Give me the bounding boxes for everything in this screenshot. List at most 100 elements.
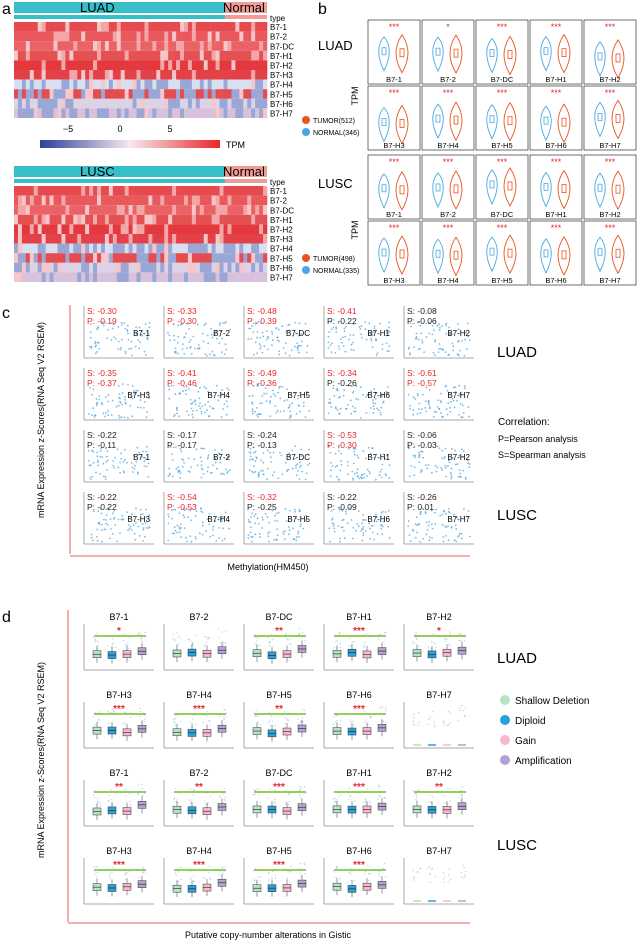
scatter-point: [464, 387, 466, 390]
heatmap-cell: [187, 272, 193, 282]
heatmap-cell: [152, 243, 157, 254]
scatter-point: [445, 526, 448, 528]
heatmap-cell: [136, 22, 141, 32]
scatter-point: [290, 349, 293, 351]
outlier-point: [333, 716, 335, 718]
heatmap-cell: [89, 234, 94, 244]
outlier-point: [428, 718, 430, 720]
scatter-point: [454, 449, 456, 452]
lusc-normal-bar: [225, 166, 267, 177]
outlier-point: [434, 643, 436, 645]
outlier-point: [285, 803, 287, 805]
heatmap-cell: [219, 79, 224, 90]
scatter-point: [256, 517, 259, 520]
heatmap-cell: [247, 108, 252, 118]
scatter-point: [212, 525, 215, 528]
heatmap-cell: [176, 22, 181, 32]
spearman-value: S: -0.33: [167, 306, 197, 316]
heatmap-cell: [227, 41, 232, 51]
heatmap-cell: [128, 50, 133, 61]
heatmap-cell: [69, 243, 74, 254]
violin-subplot: [367, 19, 421, 85]
scatter-point: [250, 535, 253, 538]
heatmap-cell: [160, 98, 165, 109]
heatmap-cell: [120, 50, 125, 61]
heatmap-cell: [45, 214, 50, 225]
scatter-point: [168, 467, 171, 470]
heatmap-cell: [191, 205, 197, 215]
heatmap-cell: [33, 224, 39, 234]
pearson-value: P: 0.01: [407, 502, 434, 512]
spearman-value: S: -0.17: [167, 430, 197, 440]
heatmap-cell: [45, 108, 50, 118]
scatter-point: [200, 476, 203, 479]
violin-subplot: [529, 19, 583, 85]
scatter-point: [368, 522, 371, 525]
scatter-point: [388, 477, 391, 479]
scatter-point: [223, 537, 226, 540]
outlier-point: [139, 790, 141, 792]
heatmap-cell: [180, 243, 185, 254]
scatter-point: [215, 540, 218, 542]
heatmap-cell: [152, 214, 157, 225]
scatter-point: [249, 455, 252, 458]
heatmap-cell: [239, 262, 244, 273]
heatmap-cell: [61, 262, 66, 273]
heatmap-cell: [77, 31, 82, 42]
outlier-point: [175, 714, 177, 717]
scatter-point: [412, 413, 415, 416]
violin-subplot: [529, 85, 583, 151]
outlier-point: [383, 631, 386, 634]
outlier-point: [449, 722, 451, 725]
scatter-point: [361, 337, 363, 339]
heatmap-cell: [112, 195, 118, 206]
heatmap-cell: [128, 98, 133, 109]
scatter-point: [131, 466, 134, 469]
heatmap-cell: [227, 60, 232, 70]
scatter-point: [380, 413, 382, 416]
heatmap-cell: [45, 31, 50, 42]
outlier-point: [94, 724, 96, 726]
outlier-point: [349, 879, 352, 881]
heatmap-cell: [263, 50, 268, 61]
heatmap-cell: [81, 214, 86, 225]
pearson-value: P: -0.37: [87, 378, 117, 388]
heatmap-gene-label: B7-H6: [270, 264, 293, 273]
scatter-point: [352, 526, 355, 529]
scatter-point: [336, 409, 339, 412]
heatmap-cell: [164, 214, 169, 225]
outlier-point: [333, 646, 336, 648]
heatmap-cell: [243, 22, 248, 32]
scatter-point: [214, 458, 217, 461]
heatmap-cell: [223, 108, 228, 118]
heatmap-cell: [227, 98, 232, 109]
scatter-point: [210, 333, 213, 336]
scatter-point: [339, 395, 341, 398]
heatmap-cell: [247, 70, 252, 80]
scatter-point: [439, 412, 442, 414]
scatter-point: [258, 532, 261, 535]
heatmap-cell: [100, 98, 106, 109]
heatmap-cell: [235, 31, 240, 42]
scatter-point: [255, 456, 258, 458]
heatmap-cell: [53, 98, 58, 109]
heatmap-cell: [148, 214, 153, 225]
scatter-point: [380, 393, 383, 396]
heatmap-cell: [247, 243, 252, 254]
scatter-point: [300, 455, 302, 457]
heatmap-cell: [180, 108, 185, 118]
heatmap-cell: [199, 214, 205, 225]
scatter-point: [436, 406, 439, 408]
heatmap-cell: [160, 70, 165, 80]
normal-box: [489, 247, 495, 256]
heatmap-cell: [69, 195, 74, 206]
heatmap-cell: [164, 205, 169, 215]
scatter-point: [465, 348, 468, 350]
heatmap-cell: [243, 108, 248, 118]
scatter-point: [211, 350, 214, 353]
significance-stars: **: [275, 626, 283, 637]
heatmap-cell: [136, 50, 141, 61]
heatmap-cell: [25, 186, 31, 196]
scatter-point: [172, 415, 175, 418]
heatmap-cell: [116, 108, 122, 118]
